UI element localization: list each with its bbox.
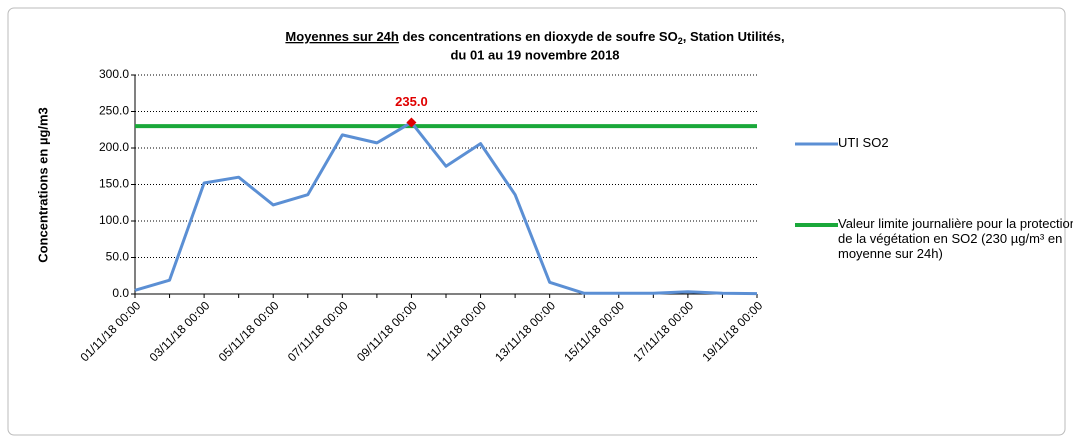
chart-title: Moyennes sur 24h des concentrations en d… <box>285 29 784 46</box>
line-series <box>134 120 758 296</box>
data-label: 235.0 <box>395 94 428 109</box>
y-tick-label: 100.0 <box>99 213 129 227</box>
legend-label: Valeur limite journalière pour la protec… <box>838 216 1073 261</box>
y-tick-label: 0.0 <box>112 286 129 300</box>
title-part: des concentrations en dioxyde de soufre … <box>399 29 678 44</box>
legend-label: UTI SO2 <box>838 135 889 150</box>
y-tick-label: 250.0 <box>99 104 129 118</box>
y-tick-label: 300.0 <box>99 67 129 81</box>
y-tick-label: 200.0 <box>99 140 129 154</box>
title-part: Moyennes sur 24h <box>285 29 398 44</box>
y-axis-label: Concentrations en µg/m3 <box>35 107 50 263</box>
title-sub: 2 <box>678 36 683 46</box>
y-tick-label: 50.0 <box>106 250 130 264</box>
title-part: , Station Utilités, <box>683 29 785 44</box>
point-marker <box>406 117 417 128</box>
y-tick-label: 150.0 <box>99 177 129 191</box>
chart-title-line2: du 01 au 19 novembre 2018 <box>450 47 619 62</box>
chart-border <box>7 7 1066 436</box>
